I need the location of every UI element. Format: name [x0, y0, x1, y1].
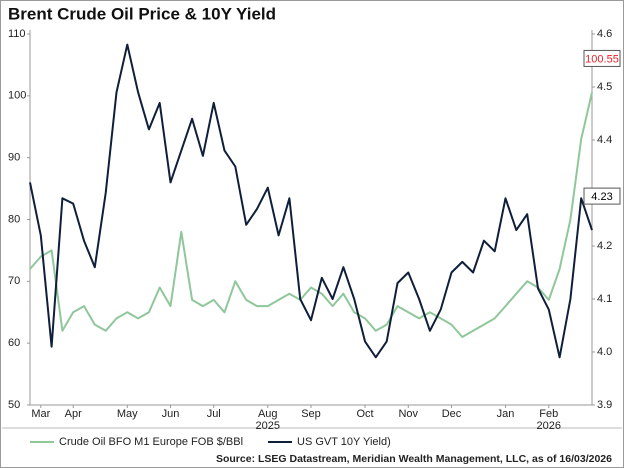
x-tick-label: Nov	[398, 408, 418, 420]
y-tick-label: 70	[8, 275, 20, 287]
y2-tick-label: 4.1	[597, 293, 612, 305]
x-tick-label: May	[117, 408, 138, 420]
y2-tick-label: 4.6	[597, 28, 612, 40]
x-tick-label: Mar	[31, 408, 50, 420]
y-tick-label: 80	[8, 213, 20, 225]
x-tick-label: Jan	[497, 408, 515, 420]
y2-tick-label: 4.5	[597, 81, 612, 93]
series-line	[29, 43, 593, 359]
chart-title: Brent Crude Oil Price & 10Y Yield	[8, 4, 276, 23]
x-year-label: 2025	[256, 420, 280, 432]
y-tick-label: 60	[8, 337, 20, 349]
x-tick-label: Oct	[356, 408, 373, 420]
x-tick-label: Sep	[301, 408, 321, 420]
y2-tick-label: 4.0	[597, 346, 612, 358]
end-label: 4.23	[591, 191, 612, 203]
x-tick-label: Feb	[539, 408, 558, 420]
x-tick-label: Apr	[65, 408, 82, 420]
y-tick-label: 50	[8, 399, 20, 411]
x-tick-label: Jun	[162, 408, 180, 420]
y2-tick-label: 4.4	[597, 134, 612, 146]
y2-tick-label: 3.9	[597, 399, 612, 411]
y-tick-label: 100	[8, 90, 26, 102]
x-tick-label: Dec	[442, 408, 462, 420]
x-tick-label: Jul	[207, 408, 221, 420]
legend-label: Crude Oil BFO M1 Europe FOB $/BBl	[59, 436, 243, 448]
legend-label: US GVT 10Y Yield)	[297, 436, 391, 448]
y-tick-label: 110	[8, 28, 26, 40]
end-label-box	[583, 187, 621, 205]
series-line	[29, 92, 593, 338]
y2-tick-label: 4.2	[597, 240, 612, 252]
y-tick-label: 90	[8, 152, 20, 164]
x-year-label: 2026	[537, 420, 561, 432]
end-label: 100.55	[585, 53, 619, 65]
source-note: Source: LSEG Datastream, Meridian Wealth…	[216, 453, 612, 465]
x-tick-label: Aug	[258, 408, 278, 420]
end-label-box	[583, 49, 621, 67]
